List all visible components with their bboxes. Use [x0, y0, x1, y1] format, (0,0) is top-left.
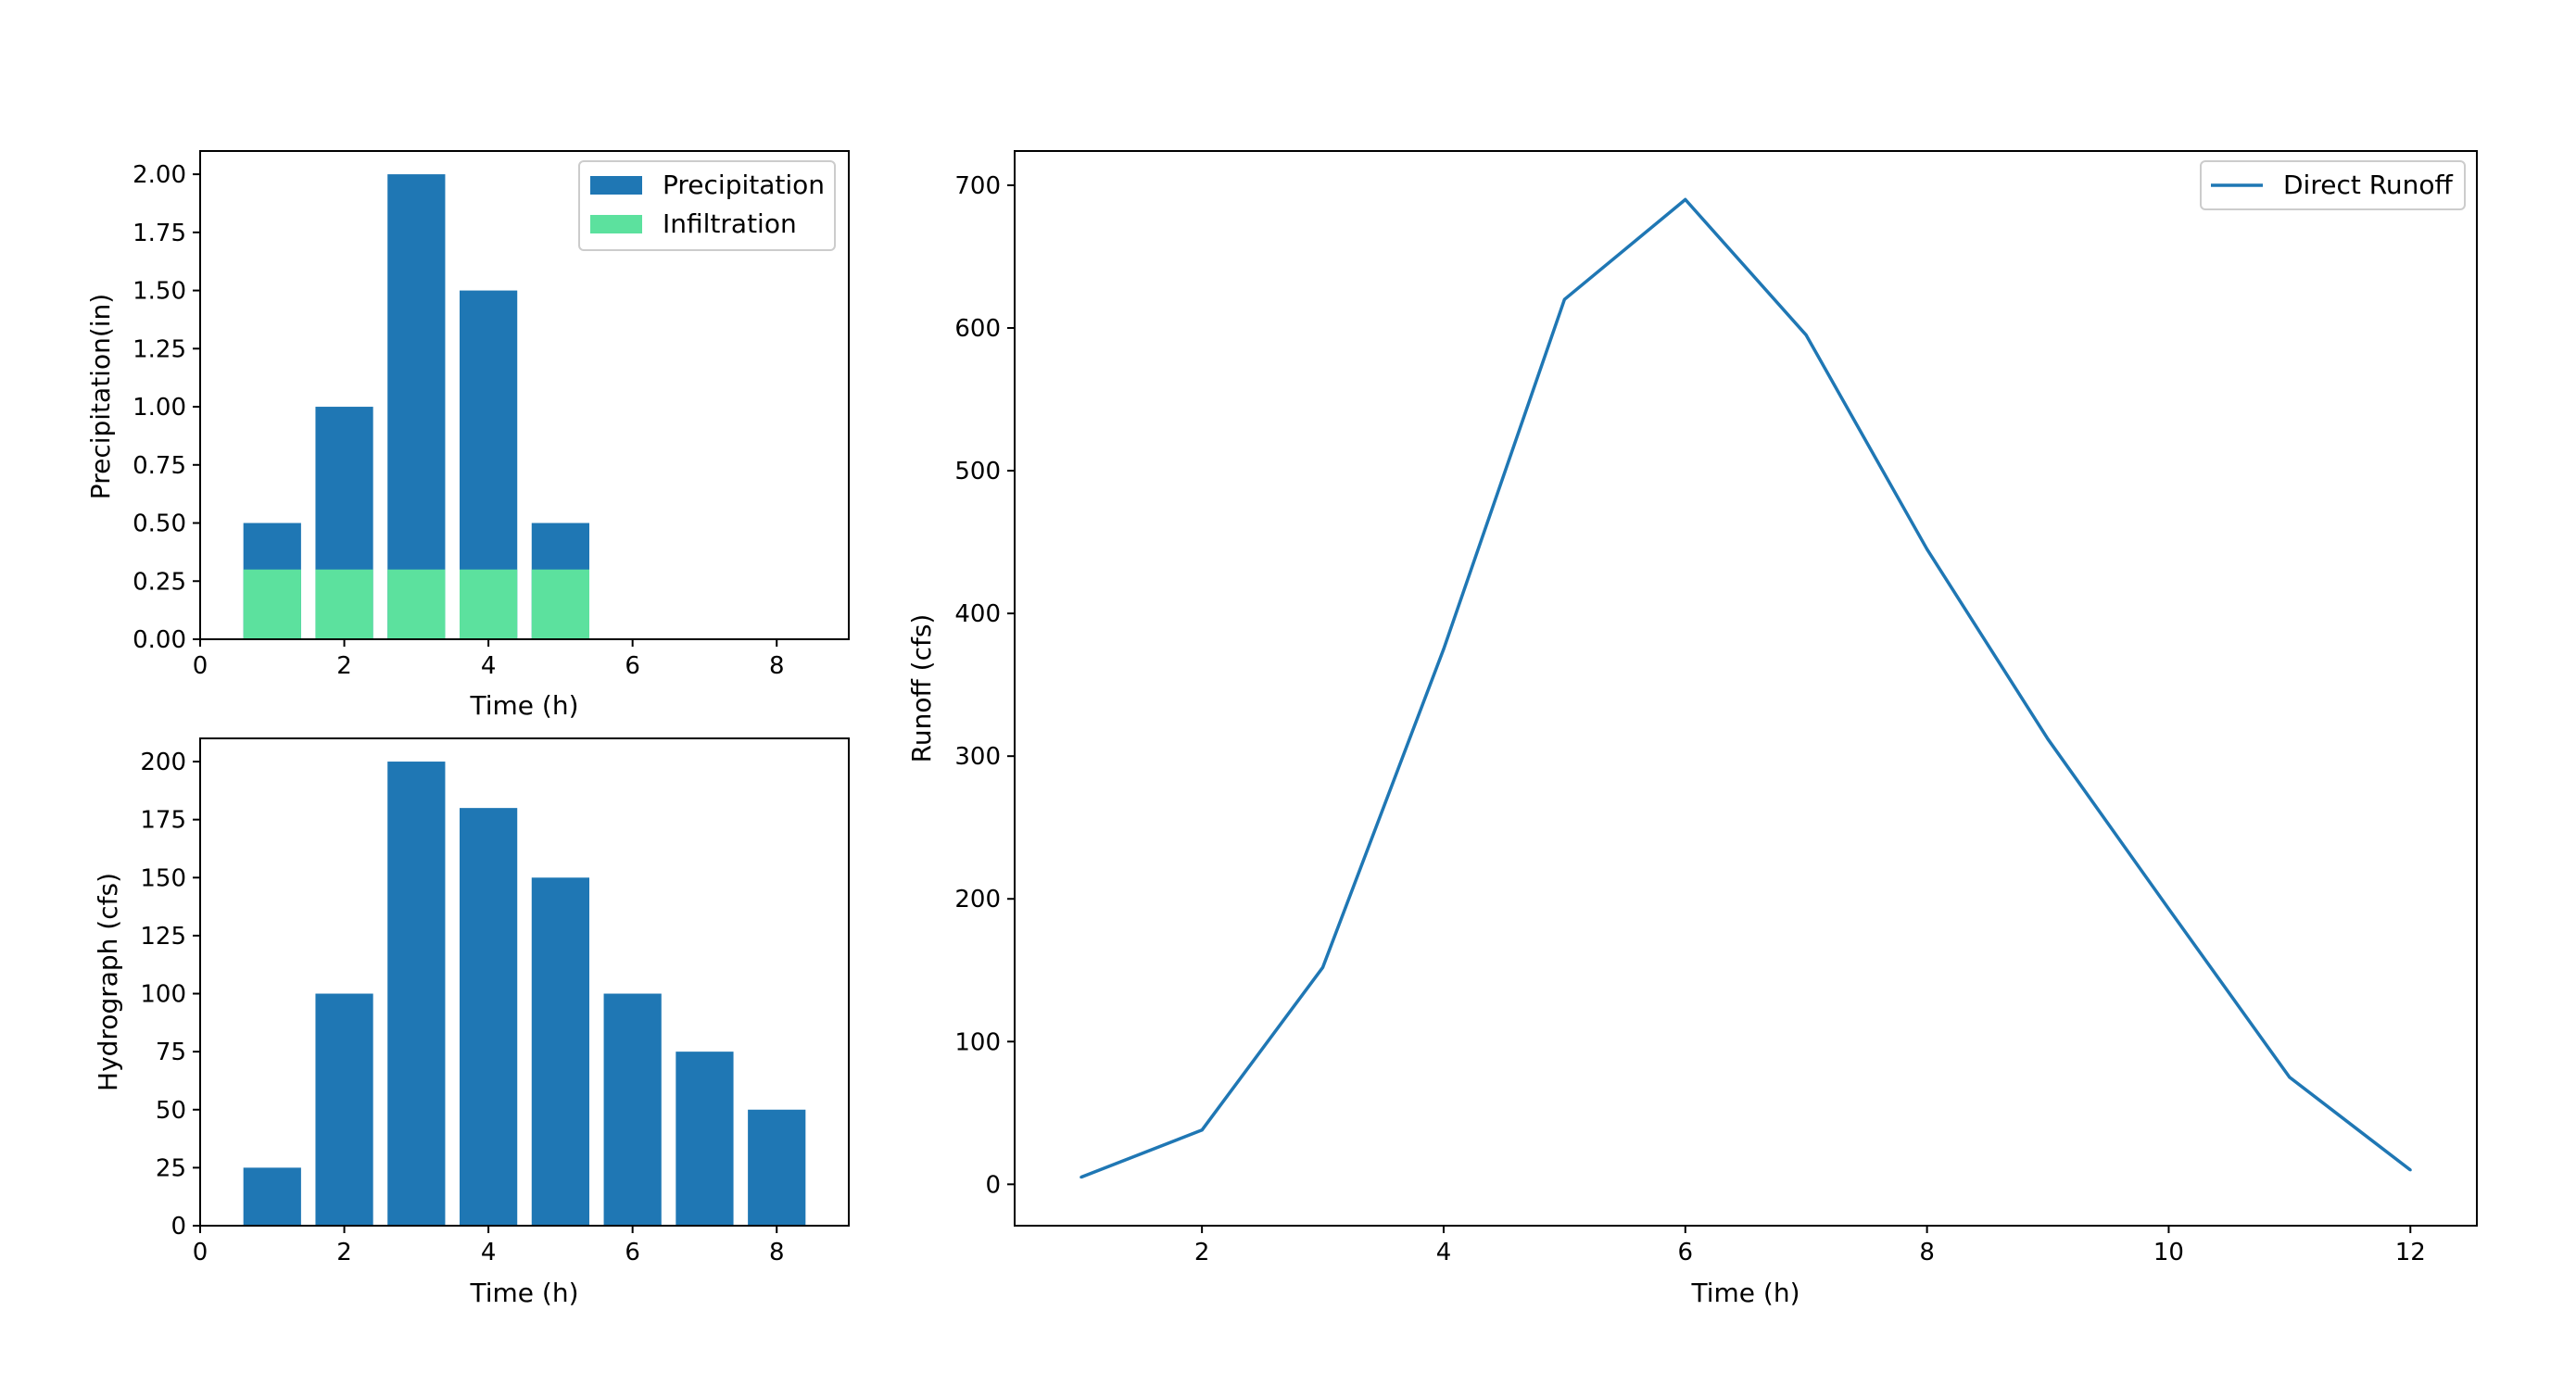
- hydrograph-bar: [315, 993, 373, 1226]
- hydrograph-bar: [243, 1167, 301, 1226]
- hydrograph-y-tick-label: 50: [156, 1097, 186, 1125]
- precipitation-y-tick-label: 1.25: [133, 335, 186, 363]
- hydrograph-bar: [387, 762, 446, 1226]
- hydrograph-y-tick-label: 125: [140, 923, 186, 951]
- legend-label-direct-runoff: Direct Runoff: [2283, 170, 2454, 200]
- legend-swatch-infiltration: [590, 215, 642, 233]
- hydrograph-x-tick-label: 4: [481, 1239, 497, 1266]
- runoff-y-label: Runoff (cfs): [906, 614, 937, 763]
- precipitation-y-tick-label: 1.00: [133, 394, 186, 422]
- precipitation-chart: 0 2 4 6 8 0.00 0.25 0.50 0.75 1.00 1.25 1.50 1.75 2.0…: [85, 150, 850, 721]
- precipitation-bar: [387, 174, 446, 639]
- runoff-x-tick-label: 6: [1678, 1239, 1694, 1266]
- runoff-x-tick-label: 10: [2153, 1239, 2184, 1266]
- precipitation-y-label: Precipitation(in): [85, 294, 116, 499]
- precipitation-y-tick-label: 2.00: [133, 161, 186, 189]
- precipitation-y-tick-label: 0.75: [133, 452, 186, 480]
- direct-runoff-point: [1442, 648, 1446, 651]
- hydrograph-y-label: Hydrograph (cfs): [93, 873, 123, 1091]
- runoff-y-tick-label: 0: [985, 1171, 1001, 1199]
- hydrograph-y-tick-label: 100: [140, 981, 186, 1009]
- hydrograph-bar: [531, 877, 589, 1226]
- direct-runoff-point: [2166, 907, 2170, 911]
- legend-swatch-precipitation: [590, 176, 642, 195]
- precipitation-y-tick-label: 0.25: [133, 568, 186, 596]
- hydrograph-bar: [676, 1052, 734, 1226]
- hydrograph-chart: 0 2 4 6 8 0 25 50 75 100 125 150 175 200 Time (h) Hyd…: [93, 737, 850, 1308]
- precipitation-x-tick-label: 6: [625, 652, 640, 680]
- direct-runoff-point: [1562, 297, 1566, 301]
- runoff-y-tick-label: 300: [954, 743, 1001, 771]
- precipitation-x-tick-label: 8: [769, 652, 785, 680]
- hydrograph-y-tick-label: 0: [170, 1213, 186, 1241]
- runoff-y-tick-label: 700: [954, 172, 1001, 200]
- hydrograph-x-tick-label: 2: [336, 1239, 352, 1266]
- hydrograph-y-tick-label: 150: [140, 864, 186, 892]
- hydrograph-x-tick-label: 0: [193, 1239, 208, 1266]
- hydrograph-y-tick-label: 200: [140, 749, 186, 776]
- precipitation-x-tick-label: 2: [336, 652, 352, 680]
- runoff-y-tick-label: 600: [954, 315, 1001, 343]
- runoff-y-tick-label: 500: [954, 458, 1001, 485]
- runoff-plot-frame: [1014, 150, 2478, 1227]
- runoff-y-tick-label: 400: [954, 600, 1001, 628]
- runoff-x-tick-label: 4: [1436, 1239, 1452, 1266]
- runoff-y-tick-label: 100: [954, 1028, 1001, 1056]
- hydrograph-y-tick-label: 175: [140, 807, 186, 835]
- precipitation-legend: Precipitation Infiltration: [578, 160, 836, 251]
- hydrograph-y-tick-label: 25: [156, 1154, 186, 1182]
- hydrograph-bar: [603, 993, 662, 1226]
- precipitation-x-tick-label: 0: [193, 652, 208, 680]
- legend-label-precipitation: Precipitation: [663, 170, 825, 200]
- precipitation-x-label: Time (h): [469, 690, 578, 721]
- runoff-x-tick-label: 12: [2395, 1239, 2426, 1266]
- hydrograph-y-tick-label: 75: [156, 1039, 186, 1066]
- direct-runoff-point: [1080, 1176, 1083, 1179]
- direct-runoff-point: [2288, 1076, 2292, 1079]
- precipitation-y-tick-label: 0.00: [133, 626, 186, 654]
- direct-runoff-point: [1684, 197, 1687, 201]
- legend-box: [578, 160, 836, 251]
- direct-runoff-point: [2408, 1168, 2412, 1172]
- direct-runoff-point: [1926, 548, 1929, 551]
- precipitation-y-tick-label: 1.75: [133, 220, 186, 247]
- runoff-x-label: Time (h): [1690, 1278, 1799, 1308]
- infiltration-bar: [315, 569, 373, 639]
- hydrograph-bar: [460, 808, 518, 1226]
- precipitation-x-tick-label: 4: [481, 652, 497, 680]
- precipitation-y-tick-label: 1.50: [133, 278, 186, 306]
- runoff-legend: Direct Runoff: [2200, 160, 2466, 210]
- infiltration-bar: [243, 569, 301, 639]
- hydrograph-x-tick-label: 6: [625, 1239, 640, 1266]
- infiltration-bar: [531, 569, 589, 639]
- infiltration-bar: [387, 569, 446, 639]
- infiltration-bar: [460, 569, 518, 639]
- runoff-x-tick-label: 2: [1194, 1239, 1210, 1266]
- hydrograph-plot-frame: [199, 737, 850, 1227]
- precipitation-plot-frame: [199, 150, 850, 640]
- runoff-x-tick-label: 8: [1919, 1239, 1935, 1266]
- direct-runoff-point: [2046, 737, 2050, 741]
- hydrograph-x-tick-label: 8: [769, 1239, 785, 1266]
- hydrograph-x-label: Time (h): [469, 1278, 578, 1308]
- precipitation-y-tick-label: 0.50: [133, 510, 186, 538]
- direct-runoff-point: [1321, 965, 1325, 969]
- direct-runoff-point: [1804, 334, 1808, 337]
- runoff-y-tick-label: 200: [954, 886, 1001, 913]
- direct-runoff-line: [1080, 197, 2412, 1179]
- direct-runoff-point: [1200, 1128, 1204, 1132]
- hydrograph-bar: [748, 1109, 806, 1226]
- legend-label-infiltration: Infiltration: [663, 208, 797, 239]
- legend-box: [2200, 160, 2466, 210]
